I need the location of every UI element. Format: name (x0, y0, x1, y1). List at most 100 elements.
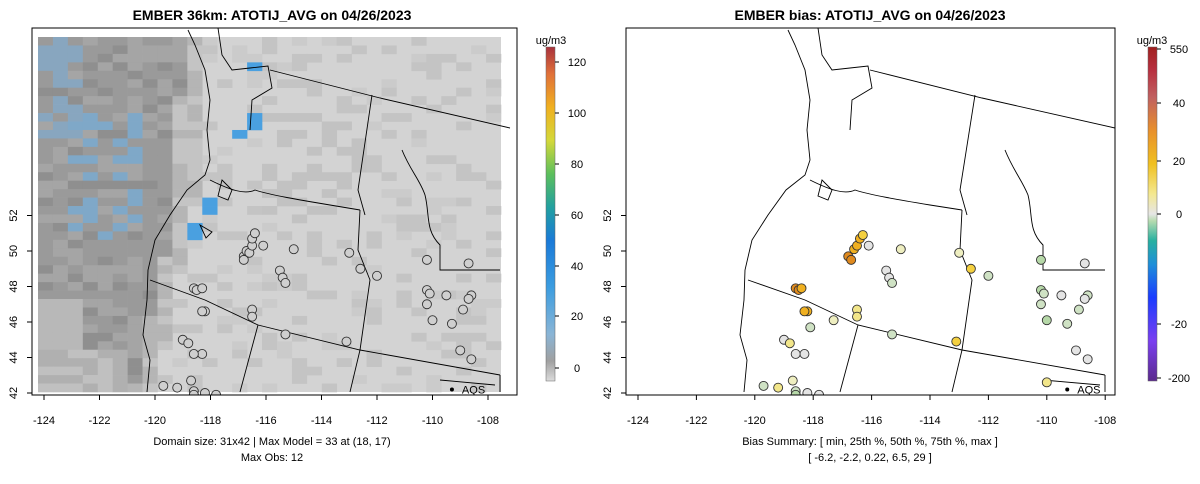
grid-cell (187, 104, 203, 114)
grid-cell (52, 180, 69, 190)
grid-cell (157, 79, 173, 89)
y-tick-label: 42 (602, 387, 614, 399)
grid-cell (82, 222, 99, 232)
colorbar-tick-label: 20 (571, 311, 583, 323)
grid-cell (276, 79, 293, 89)
grid-cell (336, 96, 352, 105)
grid-cell (336, 239, 352, 249)
grid-cell (291, 375, 308, 384)
grid-cell (52, 307, 69, 317)
grid-cell (82, 172, 99, 181)
grid-cell (97, 197, 113, 207)
grid-cell (127, 79, 143, 89)
grid-cell (247, 358, 263, 367)
station-marker (455, 345, 466, 356)
grid-cell (38, 375, 54, 384)
grid-cell (351, 299, 367, 308)
colorbar-tick-label: 60 (571, 210, 583, 222)
grid-cell (157, 206, 173, 215)
grid-cell (426, 222, 442, 232)
bias-point (796, 283, 807, 294)
grid-cell (411, 96, 427, 105)
grid-cell (52, 332, 69, 342)
grid-cell (127, 197, 143, 207)
grid-cell (157, 307, 173, 317)
grid-cell (456, 239, 472, 249)
grid-cell (321, 332, 338, 342)
grid-cell (411, 248, 427, 258)
grid-cell (291, 197, 308, 207)
bias-point (805, 322, 816, 333)
grid-cell (142, 324, 158, 334)
grid-cell (157, 163, 173, 173)
grid-cell (67, 315, 84, 325)
grid-cell (112, 87, 128, 97)
grid-cell (441, 222, 457, 232)
bias-panel: EMBER bias: ATOTIJ_AVG on 04/26/2023 AQS (602, 7, 1190, 464)
grid-cell (142, 146, 158, 156)
aqs-legend-dot (449, 387, 454, 392)
grid-cell (112, 332, 128, 342)
grid-cell (157, 282, 173, 291)
grid-cell (82, 324, 99, 334)
grid-cell (366, 315, 382, 325)
grid-cell (321, 341, 338, 351)
grid-cell (187, 180, 203, 190)
grid-cell (471, 358, 487, 367)
grid-cell (52, 146, 69, 156)
grid-cell (142, 70, 158, 80)
grid-cell (426, 155, 442, 165)
grid-cell (112, 53, 128, 63)
grid-cell (456, 87, 472, 97)
station-marker (158, 380, 169, 391)
grid-cell (247, 324, 263, 334)
station-markers (158, 228, 477, 395)
grid-cell (486, 206, 502, 215)
grid-cell (306, 87, 323, 97)
grid-cell (426, 62, 442, 72)
station-marker (258, 240, 269, 251)
grid-cell (142, 79, 158, 89)
grid-cell (262, 37, 278, 46)
station-marker (422, 254, 432, 265)
grid-cell (38, 189, 54, 198)
grid-cell (142, 189, 158, 198)
grid-cell (142, 197, 158, 207)
grid-cell (441, 96, 457, 105)
grid-cell (247, 104, 263, 114)
grid-cell (276, 180, 293, 190)
y-tick-label: 42 (8, 387, 20, 399)
grid-cell (202, 358, 218, 367)
grid-cell (157, 129, 173, 139)
grid-cell (486, 53, 502, 63)
grid-cell (172, 197, 188, 207)
grid-cell (97, 129, 113, 139)
grid-cell (142, 332, 158, 342)
grid-cell (202, 273, 218, 283)
grid-cell (366, 299, 382, 308)
grid-cell (441, 349, 457, 359)
map-borders (739, 28, 1115, 393)
grid-cell (306, 231, 323, 241)
grid-cell (172, 146, 188, 156)
station-marker (288, 244, 299, 255)
grid-cell (187, 121, 203, 131)
grid-cell (97, 138, 113, 148)
grid-cell (172, 189, 188, 198)
grid-cell (112, 324, 128, 334)
grid-cell (276, 113, 293, 122)
bias-point (895, 244, 906, 255)
grid-cell (38, 104, 54, 114)
grid-cell (306, 172, 323, 181)
grid-cell (247, 265, 263, 274)
grid-cell (217, 180, 233, 190)
grid-cell (172, 121, 188, 131)
station-marker (463, 293, 474, 304)
grid-cell (142, 87, 158, 97)
grid-cell (97, 104, 113, 114)
grid-cell (52, 383, 69, 393)
footer-line-2: Max Obs: 12 (241, 452, 303, 464)
grid-cell (157, 180, 173, 190)
grid-cell (82, 206, 99, 215)
grid-cell (187, 113, 203, 122)
